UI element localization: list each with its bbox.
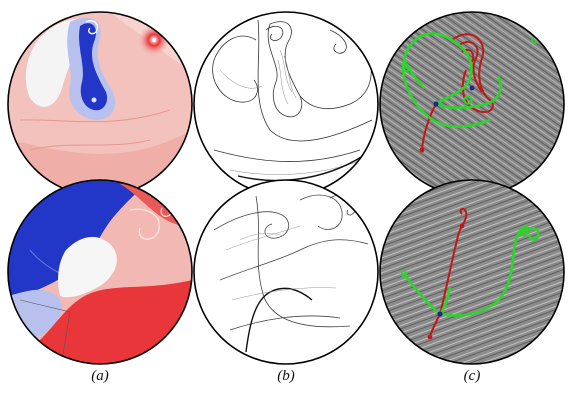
panel-b-bottom-border [193,179,379,365]
panel-a-bottom [8,180,192,364]
panel-b-bottom [194,180,378,364]
panel-a-bottom-border [7,179,193,365]
panel-a-top [8,12,192,196]
panel-c-top [380,12,564,196]
caption-a: (a) [91,368,109,384]
panel-b-top [194,12,378,196]
caption-c: (c) [463,368,481,384]
panel-c-bottom-border [379,179,565,365]
caption-b: (b) [277,368,295,384]
panel-c-bottom [380,180,564,364]
